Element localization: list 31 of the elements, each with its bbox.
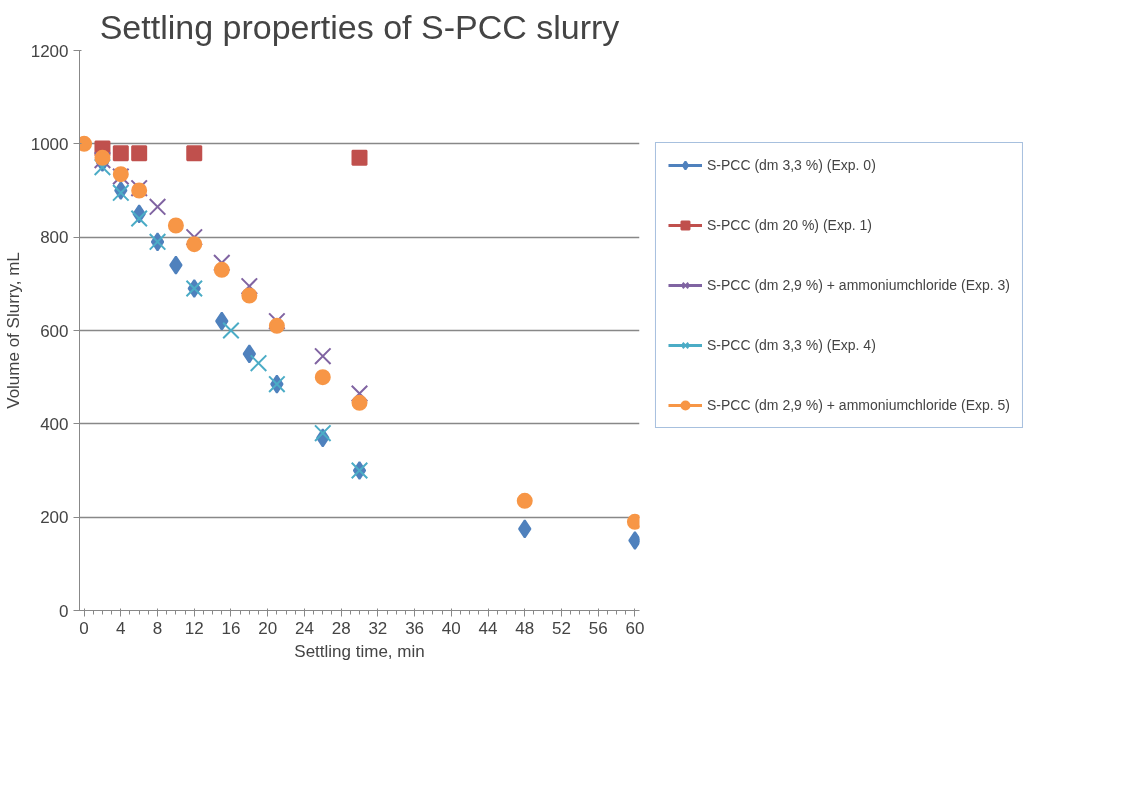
x-tick-label: 28 — [331, 618, 351, 638]
chart-title: Settling properties of S-PCC slurry — [99, 7, 620, 46]
x-tick-label: 20 — [258, 618, 278, 638]
x-tick-label: 16 — [221, 618, 241, 638]
x-tick-label: 40 — [441, 618, 461, 638]
x-tick-label: 4 — [116, 618, 126, 638]
x-tick-label: 32 — [368, 618, 388, 638]
y-tick-label: 200 — [40, 508, 69, 528]
y-axis-title: Volume of Slurry, mL — [3, 252, 23, 409]
x-tick-label: 24 — [294, 618, 314, 638]
x-tick-label: 44 — [478, 618, 498, 638]
legend-label: S-PCC (dm 2,9 %) + ammoniumchloride (Exp. 3) — [706, 276, 1011, 293]
y-tick-label: 1200 — [30, 41, 69, 61]
x-tick-label: 0 — [79, 618, 89, 638]
y-tick-label: 600 — [40, 321, 69, 341]
x-tick-label: 48 — [515, 618, 535, 638]
x-tick-label: 60 — [625, 618, 645, 638]
y-tick-label: 400 — [40, 414, 69, 434]
y-tick-label: 0 — [59, 601, 69, 621]
x-tick-label: 56 — [588, 618, 608, 638]
x-tick-label: 36 — [405, 618, 425, 638]
y-tick-label: 1000 — [30, 134, 69, 154]
legend-label: S-PCC (dm 3,3 %) (Exp. 0) — [706, 156, 876, 173]
legend-label: S-PCC (dm 2,9 %) + ammoniumchloride (Exp. 5) — [706, 396, 1011, 413]
legend-label: S-PCC (dm 20 %) (Exp. 1) — [706, 216, 872, 233]
legend-label: S-PCC (dm 3,3 %) (Exp. 4) — [706, 336, 876, 353]
x-tick-label: 52 — [552, 618, 571, 638]
x-tick-label: 12 — [184, 618, 204, 638]
x-tick-label: 8 — [152, 618, 163, 638]
y-tick-label: 800 — [40, 228, 69, 248]
x-axis-title: Settling time, min — [294, 641, 425, 661]
